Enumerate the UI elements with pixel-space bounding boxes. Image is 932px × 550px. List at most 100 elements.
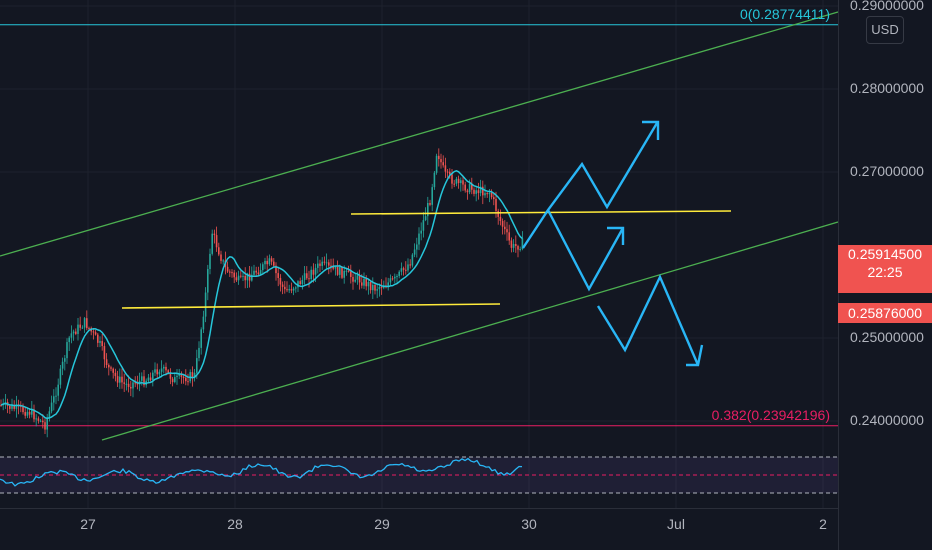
- candle-body: [105, 359, 108, 365]
- candle-body: [259, 270, 262, 275]
- candle-body: [180, 374, 183, 377]
- candle-body: [284, 286, 286, 290]
- candle-body: [94, 332, 97, 335]
- bullish-arrow-head: [642, 120, 660, 140]
- candle-body: [341, 267, 343, 278]
- candle-body: [396, 275, 398, 277]
- candle-body: [101, 341, 103, 347]
- candle-body: [169, 372, 172, 379]
- candle-body: [200, 329, 202, 348]
- moving-average-line: [0, 169, 523, 420]
- candle-body: [0, 405, 2, 406]
- candle-body: [290, 289, 293, 291]
- candle-body: [77, 324, 79, 334]
- candle-body: [264, 260, 266, 265]
- candle-body: [24, 412, 26, 416]
- date-tick: 30: [521, 516, 537, 532]
- candle-body: [97, 334, 99, 343]
- candle-body: [251, 274, 253, 281]
- candle-body: [48, 411, 51, 419]
- current-price-badge: 0.25914500 22:25: [838, 245, 932, 293]
- candle-body: [92, 331, 95, 333]
- candle-body: [112, 368, 114, 373]
- candle-body: [363, 278, 365, 286]
- candle-body: [248, 273, 251, 281]
- candle-body: [204, 292, 207, 317]
- candle-body: [413, 249, 416, 255]
- candle-body: [515, 243, 517, 246]
- candle-body: [123, 382, 125, 384]
- candle-body: [207, 269, 209, 293]
- time-scale-border: [0, 508, 838, 509]
- candle-body: [163, 366, 165, 369]
- candle-body: [226, 266, 229, 272]
- candle-body: [114, 372, 117, 377]
- fib-level-label: 0(0.28774411): [739, 5, 830, 22]
- channel-lower-line: [101, 221, 839, 441]
- candle-body: [486, 193, 488, 195]
- candle-body: [328, 262, 330, 266]
- candle-body: [334, 266, 337, 269]
- candle-body: [66, 342, 68, 359]
- candle-body: [70, 333, 73, 338]
- candle-body: [504, 226, 506, 230]
- candle-body: [475, 190, 477, 194]
- candle-body: [495, 199, 497, 211]
- candle-body: [68, 337, 70, 343]
- fib-lines: [0, 24, 838, 427]
- candle-body: [477, 190, 480, 194]
- candle-body: [176, 375, 178, 378]
- candle-body: [471, 183, 473, 190]
- candle-body: [427, 202, 429, 217]
- candle-body: [361, 282, 363, 286]
- candle-body: [347, 270, 350, 272]
- second-price-value: 0.25876000: [848, 305, 922, 321]
- candle-body: [455, 178, 458, 184]
- candle-body: [53, 396, 55, 403]
- candle-body: [314, 267, 317, 275]
- candle-body: [22, 406, 24, 413]
- candle-body: [446, 171, 449, 173]
- candle-body: [240, 275, 242, 277]
- candle-body: [55, 395, 57, 397]
- candle-body: [253, 270, 255, 275]
- candle-body: [147, 377, 150, 381]
- candle-body: [149, 377, 152, 381]
- candle-body: [323, 261, 326, 263]
- price-tick: 0.29000000: [850, 0, 924, 13]
- candle-body: [233, 272, 235, 278]
- currency-button[interactable]: USD: [866, 16, 904, 44]
- rsi-pane: [0, 456, 838, 494]
- candle-body: [108, 364, 110, 368]
- candle-body: [35, 418, 37, 420]
- grid: [0, 0, 838, 508]
- candle-body: [466, 190, 469, 193]
- candle-body: [81, 327, 84, 329]
- second-price-badge: 0.25876000: [838, 303, 932, 323]
- candles: [0, 148, 524, 438]
- candle-body: [409, 264, 411, 266]
- candle-body: [292, 288, 295, 291]
- candle-body: [167, 370, 169, 373]
- candle-body: [444, 165, 447, 172]
- candle-body: [57, 384, 59, 396]
- candle-body: [15, 404, 18, 409]
- candle-body: [365, 278, 367, 287]
- candle-body: [299, 281, 301, 285]
- support-line-upper: [350, 210, 732, 215]
- candle-body: [387, 282, 389, 287]
- candle-body: [339, 267, 341, 275]
- candle-body: [297, 281, 299, 288]
- candle-body: [380, 286, 383, 288]
- candle-body: [154, 369, 156, 373]
- candle-body: [178, 374, 180, 376]
- date-tick: 27: [80, 516, 96, 532]
- candle-body: [431, 187, 433, 205]
- candle-body: [499, 216, 502, 221]
- candle-body: [273, 261, 275, 266]
- candle-body: [325, 262, 328, 264]
- candle-body: [37, 418, 40, 421]
- candle-body: [136, 382, 139, 385]
- candle-body: [193, 372, 196, 378]
